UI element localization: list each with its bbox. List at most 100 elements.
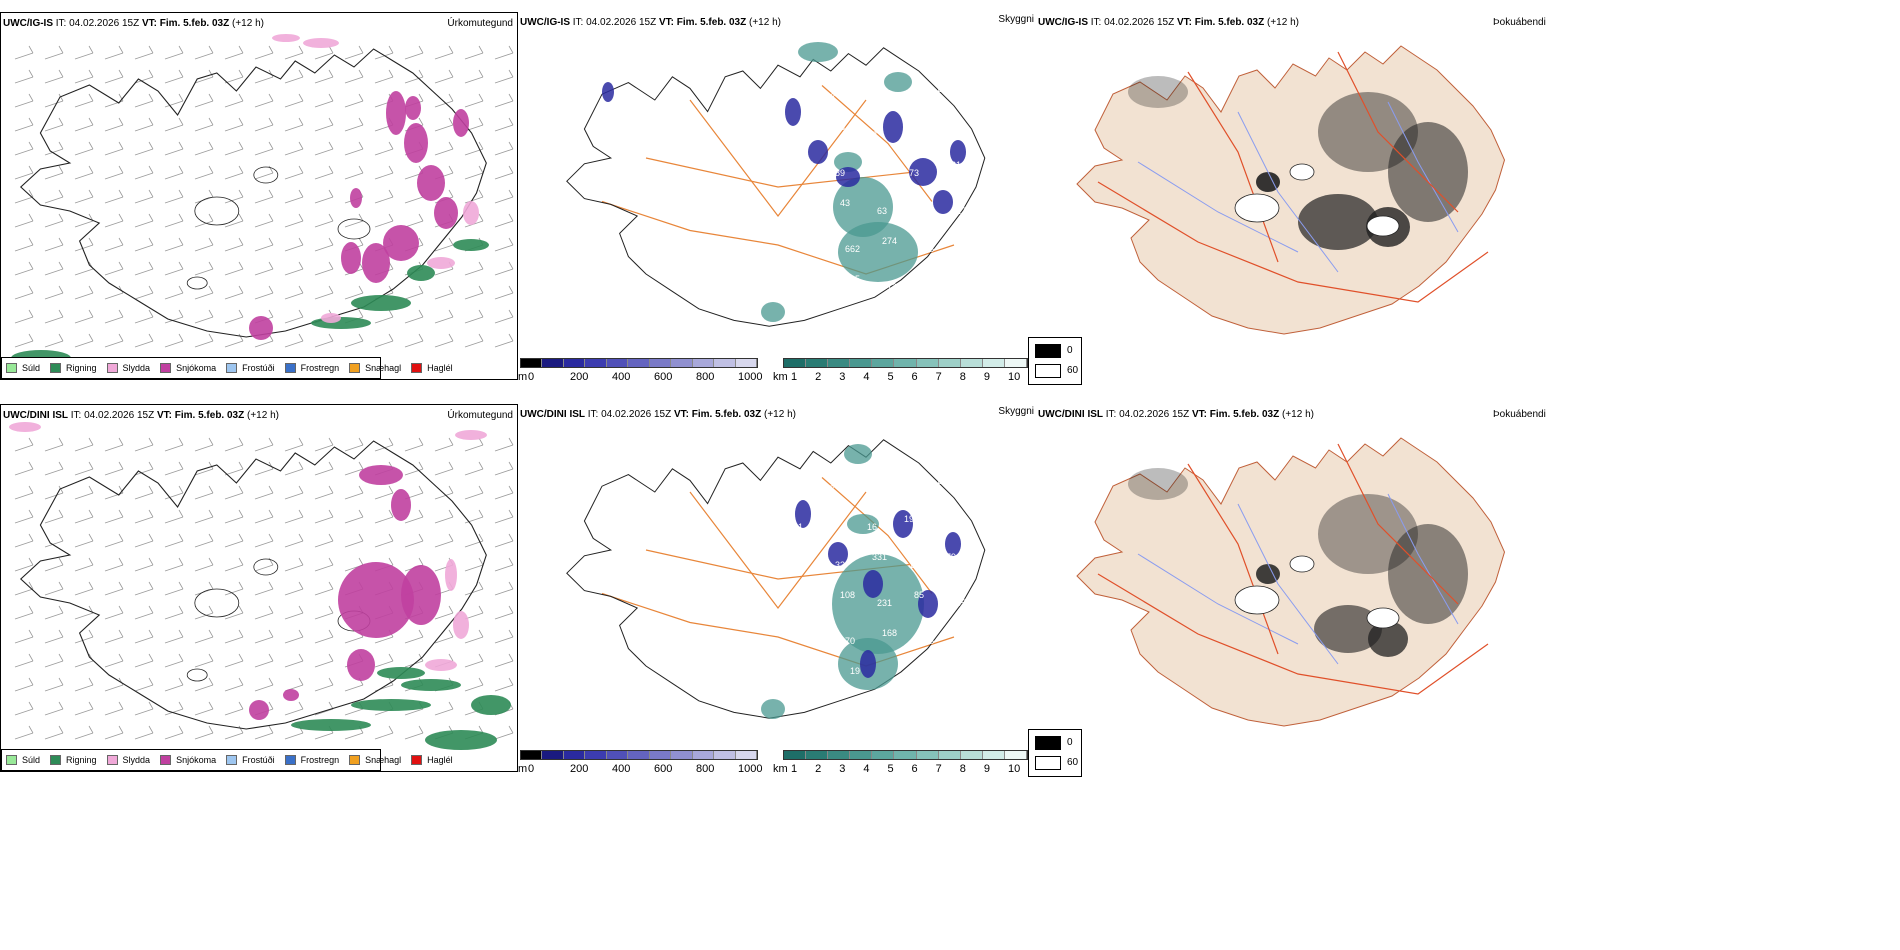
wind-barb-flag (208, 701, 214, 710)
wind-barb (14, 268, 34, 276)
wind-barb-flag (418, 725, 424, 734)
sleet-area (445, 559, 457, 591)
wind-barb-flag (148, 581, 154, 590)
wind-barb-flag (448, 653, 454, 662)
glacier-outline (1366, 607, 1400, 629)
wind-barb (494, 124, 514, 132)
wind-barb-flag (28, 117, 34, 126)
wind-barb (254, 100, 274, 108)
wind-barb-flag (88, 485, 94, 494)
rain-area (351, 295, 411, 311)
wind-barb-flag (178, 189, 184, 198)
wind-barb-flag (328, 701, 334, 710)
wind-barb-flag (388, 437, 394, 446)
snow-area (338, 562, 414, 638)
river (1237, 111, 1339, 273)
wind-barb-flag (418, 509, 424, 518)
wind-barb (74, 732, 94, 740)
wind-barb (494, 444, 514, 452)
value-label: 181 (899, 484, 914, 494)
wind-barb-flag (418, 45, 424, 54)
wind-barb-flag (358, 45, 364, 54)
wind-barb (44, 708, 64, 716)
wind-barb-flag (208, 509, 214, 518)
wind-barb-flag (28, 725, 34, 734)
land-area (1076, 45, 1506, 335)
glacier-outline (337, 218, 371, 240)
wind-barb (44, 76, 64, 84)
wind-barb-flag (238, 189, 244, 198)
wind-barb (434, 148, 454, 156)
wind-barb-flag (58, 581, 64, 590)
wind-barb (314, 612, 334, 620)
wind-barb-flag (178, 701, 184, 710)
value-label: 38 (867, 130, 877, 140)
wind-barb (194, 292, 214, 300)
fog-index-area (1128, 76, 1188, 108)
wind-barb-flag (148, 485, 154, 494)
colorbar-tick-label: 9 (983, 763, 990, 775)
model-header: UWC/IG-IS IT: 04.02.2026 15Z VT: Fim. 5.… (520, 17, 781, 28)
legend-item: Frostregn (284, 755, 339, 765)
snow-area (362, 243, 390, 283)
wind-barb (224, 76, 244, 84)
wind-barb-flag (298, 557, 304, 566)
wind-barb (344, 636, 364, 644)
wind-barb-flag (58, 93, 64, 102)
wind-barb-flag (508, 141, 514, 150)
ceiling-area (933, 190, 953, 214)
wind-barb (254, 244, 274, 252)
fog-index-area (1128, 468, 1188, 500)
wind-barb-flag (508, 653, 514, 662)
wind-barb (164, 684, 184, 692)
rain-area (425, 730, 497, 750)
wind-barb (314, 196, 334, 204)
wind-barb (434, 100, 454, 108)
wind-barb (164, 492, 184, 500)
colorbar-strip (783, 358, 1028, 368)
wind-barb (224, 732, 244, 740)
wind-barb-flag (298, 45, 304, 54)
wind-barb (284, 540, 304, 548)
legend-label: Snjókoma (176, 363, 217, 373)
legend-swatch (106, 363, 118, 373)
ceiling-area (836, 167, 860, 187)
fog-index-area (1298, 194, 1378, 250)
sleet-area (9, 422, 41, 432)
colorbar-cell (521, 359, 543, 367)
wind-barb (494, 684, 514, 692)
wind-barb-flag (268, 285, 274, 294)
value-label: 129 (862, 476, 877, 486)
wind-barb-flag (298, 701, 304, 710)
legend-item: Snæhagl (349, 755, 401, 765)
wind-barb-flag (478, 509, 484, 518)
vt-value: Fim. 5.feb. 03Z (691, 409, 762, 420)
wind-barb-flag (388, 189, 394, 198)
legend-item: Súld (6, 755, 40, 765)
wind-barb (14, 492, 34, 500)
wind-barb-flag (118, 701, 124, 710)
wind-barb-flag (58, 725, 64, 734)
colorbar-tick-label: 10 (1008, 371, 1021, 383)
wind-barb-flag (448, 533, 454, 542)
wind-barb (314, 124, 334, 132)
wind-barb-flag (148, 557, 154, 566)
wind-barb (224, 148, 244, 156)
wind-barb-flag (118, 629, 124, 638)
wind-barb-flag (418, 437, 424, 446)
wind-barb (254, 444, 274, 452)
value-label: 50 (830, 514, 840, 524)
wind-barb-flag (268, 725, 274, 734)
wind-barb-flag (238, 533, 244, 542)
wind-barb (314, 684, 334, 692)
wind-barb-flag (478, 261, 484, 270)
wind-barb-flag (118, 309, 124, 318)
wind-barb-flag (178, 629, 184, 638)
wind-barb (224, 268, 244, 276)
wind-barb (194, 684, 214, 692)
wind-barb-flag (448, 461, 454, 470)
wind-barb-flag (178, 653, 184, 662)
wind-barb (134, 708, 154, 716)
wind-barb (194, 100, 214, 108)
wind-barb-flag (298, 605, 304, 614)
